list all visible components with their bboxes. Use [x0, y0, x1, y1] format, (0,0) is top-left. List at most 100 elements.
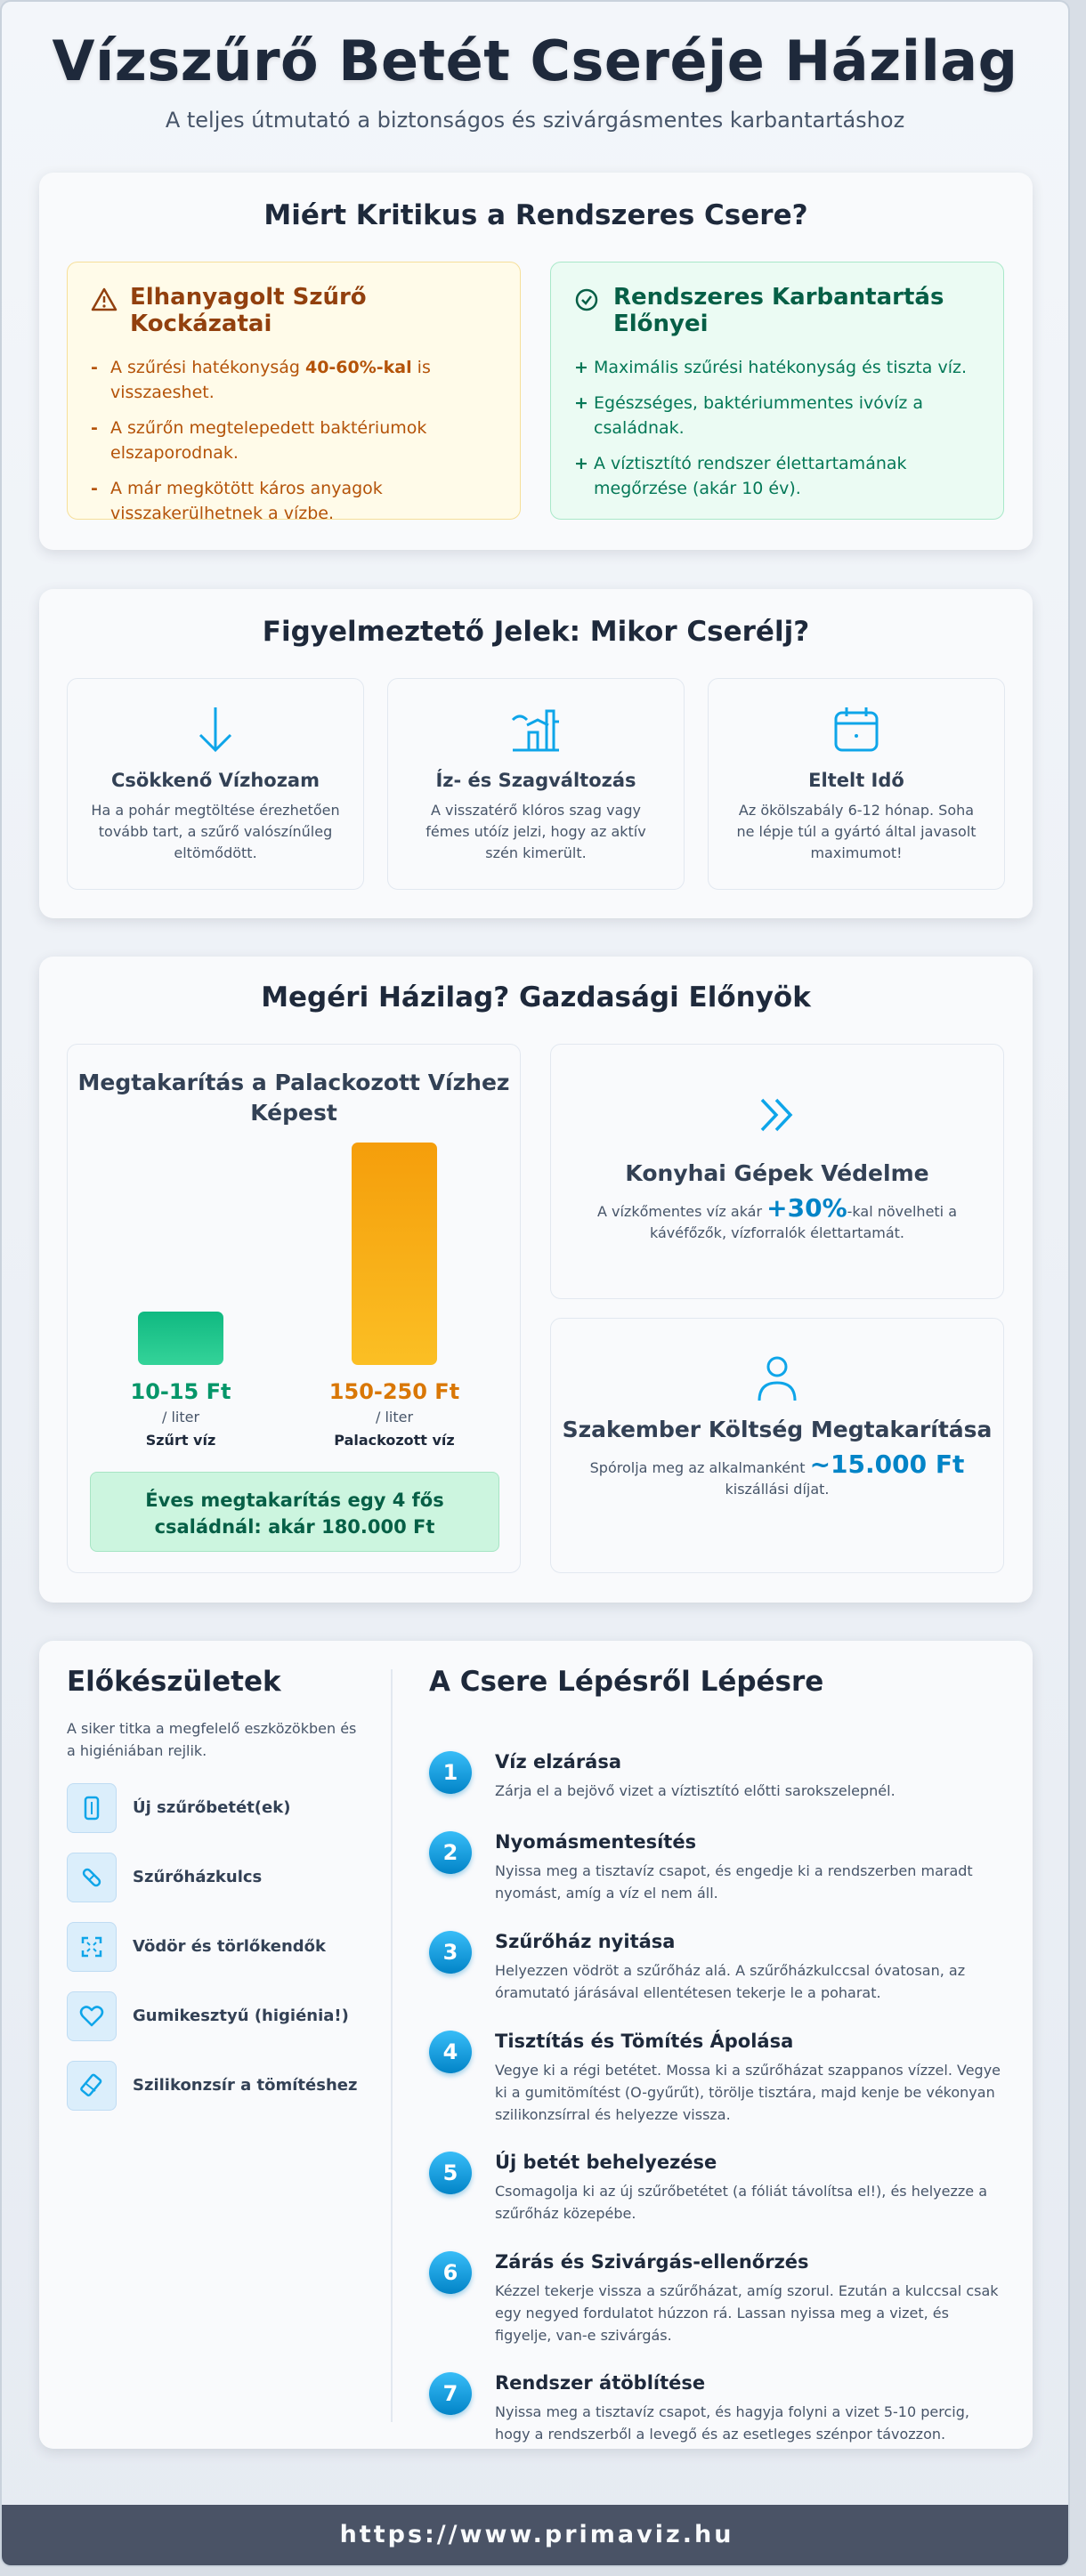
- step-item: 3 Szűrőház nyitása Helyezzen vödröt a szű…: [429, 1931, 1008, 2004]
- howto-section: Előkészületek A siker titka a megfelelő …: [39, 1641, 1033, 2449]
- machines-card: Konyhai Gépek Védelme A vízkőmentes víz …: [550, 1044, 1004, 1299]
- double-chevron-right-icon: [551, 1089, 1003, 1141]
- benefits-title: Rendszeres Karbantartás Előnyei: [613, 284, 944, 337]
- expand-icon: [67, 1922, 117, 1972]
- step-number: 5: [429, 2152, 472, 2194]
- bar-unit-label: / liter: [162, 1409, 199, 1425]
- bar-value-label: 150-250 Ft: [329, 1379, 459, 1404]
- tool-label: Gumikesztyű (higiénia!): [133, 2007, 349, 2025]
- step-number: 1: [429, 1751, 472, 1794]
- machines-text: A vízkőmentes víz akár +30%-kal növelhet…: [596, 1193, 958, 1242]
- list-item: -A szűrőn megtelepedett baktériumok elsz…: [91, 418, 427, 463]
- step-text: Helyezzen vödröt a szűrőház alá. A szűrő…: [495, 1962, 966, 2001]
- step-title: Új betét behelyezése: [495, 2152, 717, 2173]
- user-icon: [551, 1353, 1003, 1404]
- sign-card-taste: Íz- és Szagváltozás A visszatérő klóros …: [387, 678, 685, 890]
- step-text: Nyissa meg a tisztavíz csapot, és engedj…: [495, 1862, 973, 1902]
- step-number: 3: [429, 1931, 472, 1974]
- sign-text: Ha a pohár megtöltése érezhetően tovább …: [91, 802, 340, 861]
- step-number: 6: [429, 2251, 472, 2294]
- sign-text: Az ökölszabály 6-12 hónap. Soha ne lépje…: [736, 802, 977, 861]
- expert-title: Szakember Költség Megtakarítása: [562, 1417, 993, 1442]
- sign-title: Íz- és Szagváltozás: [435, 770, 636, 791]
- expert-card: Szakember Költség Megtakarítása Spórolja…: [550, 1318, 1004, 1573]
- sign-card-flow: Csökkenő Vízhozam Ha a pohár megtöltése …: [67, 678, 364, 890]
- step-number: 7: [429, 2372, 472, 2415]
- step-number: 4: [429, 2031, 472, 2073]
- benefits-box: Rendszeres Karbantartás Előnyei + Maximál…: [550, 262, 1004, 520]
- savings-bar-chart: 10-15 Ft / liter Szűrt víz 150-250 Ft / lite…: [131, 1143, 459, 1449]
- step-title: Nyomásmentesítés: [495, 1831, 697, 1853]
- risks-box: Elhanyagolt Szűrő Kockázatai -A szűrési …: [67, 262, 521, 523]
- calendar-icon: [709, 704, 1004, 755]
- risks-list: -A szűrési hatékonyság 40-60%-kal is vis…: [91, 355, 497, 526]
- tool-label: Szilikonzsír a tömítéshez: [133, 2076, 358, 2095]
- tool-label: Vödör és törlőkendők: [133, 1937, 327, 1956]
- steps-title: A Csere Lépésről Lépésre: [429, 1666, 824, 1698]
- preparation-column: Előkészületek A siker titka a megfelelő …: [67, 1666, 369, 2111]
- wrench-icon: [67, 1853, 117, 1902]
- risk-highlight: 40-60%-kal: [304, 358, 412, 377]
- eraser-icon: [67, 2061, 117, 2111]
- savings-chart-box: Megtakarítás a Palackozott Vízhez Képest…: [67, 1044, 521, 1573]
- sign-title: Csökkenő Vízhozam: [111, 770, 320, 791]
- step-item: 1 Víz elzárása Zárja el a bejövő vizet a …: [429, 1751, 1008, 1802]
- step-item: 2 Nyomásmentesítés Nyissa meg a tisztavíz…: [429, 1831, 1008, 1904]
- tool-item: Vödör és törlőkendők: [67, 1922, 369, 1972]
- header: Vízszűrő Betét Cseréje Házilag A teljes …: [2, 2, 1068, 171]
- filter-cartridge-icon: [67, 1783, 117, 1833]
- step-title: Víz elzárása: [495, 1751, 622, 1773]
- page-subtitle: A teljes útmutató a biztonságos és szivá…: [165, 108, 905, 133]
- list-item: -A szűrési hatékonyság 40-60%-kal is vis…: [91, 358, 431, 402]
- warning-icon: [91, 287, 118, 319]
- list-item: + Maximális szűrési hatékonyság és tiszta…: [574, 358, 968, 377]
- footer-url[interactable]: https://www.primaviz.hu: [2, 2505, 1068, 2565]
- sign-card-time: Eltelt Idő Az ökölszabály 6-12 hónap. So…: [708, 678, 1005, 890]
- tool-label: Új szűrőbetét(ek): [133, 1798, 291, 1817]
- chart-title: Megtakarítás a Palackozott Vízhez Képest: [77, 1070, 510, 1126]
- annual-savings-note: Éves megtakarítás egy 4 fős családnál: a…: [90, 1472, 499, 1552]
- list-item: + A víztisztító rendszer élettartamának m…: [574, 454, 907, 498]
- list-item: -A már megkötött káros anyagok visszaker…: [91, 479, 383, 523]
- bar-1: [352, 1143, 437, 1365]
- machines-highlight: +30%: [766, 1193, 847, 1223]
- bar-category-label: Palackozott víz: [334, 1432, 454, 1449]
- sign-text: A visszatérő klóros szag vagy fémes utóí…: [425, 802, 646, 861]
- column-divider: [391, 1669, 393, 2422]
- bar-value-label: 10-15 Ft: [131, 1379, 231, 1404]
- page-title: Vízszűrő Betét Cseréje Házilag: [52, 28, 1018, 93]
- heart-icon: [67, 1991, 117, 2041]
- expert-highlight: ~15.000 Ft: [809, 1450, 965, 1479]
- prep-title: Előkészületek: [67, 1666, 281, 1698]
- step-number: 2: [429, 1831, 472, 1874]
- risks-title: Elhanyagolt Szűrő Kockázatai: [130, 284, 367, 337]
- expert-text: Spórolja meg az alkalmanként ~15.000 Ft …: [589, 1450, 965, 1498]
- economy-section: Megéri Házilag? Gazdasági Előnyök Megtak…: [39, 957, 1033, 1603]
- step-text: Kézzel tekerje vissza a szűrőházat, amíg…: [495, 2282, 999, 2344]
- bar-unit-label: / liter: [376, 1409, 413, 1425]
- tool-item: Új szűrőbetét(ek): [67, 1783, 369, 1833]
- step-item: 5 Új betét behelyezése Csomagolja ki az ú…: [429, 2152, 1008, 2225]
- benefits-list: + Maximális szűrési hatékonyság és tiszta…: [574, 355, 980, 501]
- sign-title: Eltelt Idő: [808, 770, 904, 791]
- signs-section: Figyelmeztető Jelek: Mikor Cserélj? Csök…: [39, 589, 1033, 918]
- bar-category-label: Szűrt víz: [146, 1432, 216, 1449]
- step-title: Szűrőház nyitása: [495, 1931, 676, 1952]
- prep-intro: A siker titka a megfelelő eszközökben és…: [67, 1720, 357, 1759]
- step-item: 7 Rendszer átöblítése Nyissa meg a tiszta…: [429, 2372, 1008, 2445]
- step-title: Rendszer átöblítése: [495, 2372, 706, 2394]
- step-item: 6 Zárás és Szivárgás-ellenőrzés Kézzel te…: [429, 2251, 1008, 2346]
- signs-title: Figyelmeztető Jelek: Mikor Cserélj?: [262, 616, 810, 648]
- tool-item: Gumikesztyű (higiénia!): [67, 1991, 369, 2041]
- step-title: Tisztítás és Tömítés Ápolása: [495, 2031, 794, 2052]
- machines-title: Konyhai Gépek Védelme: [625, 1160, 929, 1186]
- step-text: Vegye ki a régi betétet. Mossa ki a szűr…: [495, 2062, 1001, 2123]
- step-title: Zárás és Szivárgás-ellenőrzés: [495, 2251, 809, 2273]
- step-item: 4 Tisztítás és Tömítés Ápolása Vegye ki a…: [429, 2031, 1008, 2126]
- arrow-down-icon: [68, 704, 363, 755]
- why-title: Miért Kritikus a Rendszeres Csere?: [263, 199, 808, 231]
- factory-icon: [388, 704, 684, 755]
- bar-0: [138, 1312, 223, 1365]
- economy-title: Megéri Házilag? Gazdasági Előnyök: [261, 981, 811, 1013]
